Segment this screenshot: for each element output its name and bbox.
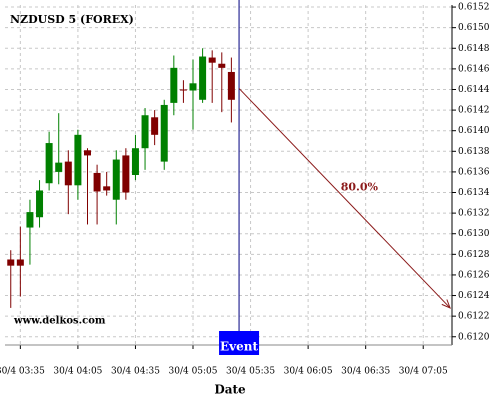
candle-body (74, 134, 82, 186)
watermark: www.delkos.com (13, 316, 106, 327)
y-tick-label: 0.6148 (458, 44, 490, 54)
candle-body (55, 162, 63, 172)
candle-body (199, 56, 207, 100)
x-tick-label: 30/4 05:05 (169, 367, 218, 377)
x-tick-label: 30/4 06:35 (341, 367, 390, 377)
candle-body (26, 212, 34, 228)
candle-body (218, 63, 226, 68)
candle-body (36, 190, 44, 218)
event-box (219, 331, 260, 355)
candle-body (208, 57, 216, 63)
x-tick-label: 30/4 05:35 (226, 367, 275, 377)
x-tick-label: 30/4 04:35 (111, 367, 160, 377)
candle-body (83, 150, 91, 156)
candle-body (122, 155, 130, 193)
y-tick-label: 0.6136 (458, 167, 490, 177)
y-tick-label: 0.6142 (458, 106, 490, 116)
y-tick-label: 0.6146 (458, 64, 490, 74)
candle-body (103, 186, 111, 191)
y-tick-label: 0.6144 (458, 85, 490, 95)
y-tick-label: 0.6134 (458, 188, 490, 198)
x-axis-label: Date (214, 383, 246, 397)
y-tick-label: 0.6132 (458, 209, 490, 219)
x-tick-label: 30/4 07:05 (399, 367, 448, 377)
candle-body (16, 259, 24, 266)
forecast-label: 80.0% (341, 180, 379, 193)
candle-body (170, 67, 178, 103)
candle-body (227, 71, 235, 100)
x-tick-label: 30/4 06:05 (284, 367, 333, 377)
y-tick-label: 0.6150 (458, 23, 490, 33)
candle-body (179, 89, 187, 91)
candle-body (141, 115, 149, 149)
event-label: Event (220, 340, 258, 354)
y-tick-label: 0.6126 (458, 270, 490, 280)
x-tick-label: 30/4 03:35 (0, 367, 45, 377)
forecast-arrowhead (441, 299, 451, 309)
forecast-arrow (238, 88, 451, 309)
candle-body (160, 104, 168, 162)
y-tick-label: 0.6138 (458, 147, 490, 157)
y-tick-label: 0.6140 (458, 126, 490, 136)
candle-body (93, 172, 101, 192)
candle-body (45, 143, 53, 184)
y-tick-label: 0.6128 (458, 250, 490, 260)
y-tick-label: 0.6152 (458, 3, 490, 13)
chart-title: NZDUSD 5 (FOREX) (10, 13, 134, 26)
y-tick-label: 0.6122 (458, 312, 490, 322)
y-tick-label: 0.6120 (458, 332, 490, 342)
candle-body (131, 148, 139, 175)
candle-body (151, 117, 159, 135)
y-tick-label: 0.6124 (458, 291, 490, 301)
y-tick-label: 0.6130 (458, 229, 490, 239)
candle-body (112, 159, 120, 200)
candle-body (64, 161, 72, 186)
candle-body (189, 83, 197, 91)
candle-body (7, 259, 15, 266)
x-tick-label: 30/4 04:05 (53, 367, 102, 377)
